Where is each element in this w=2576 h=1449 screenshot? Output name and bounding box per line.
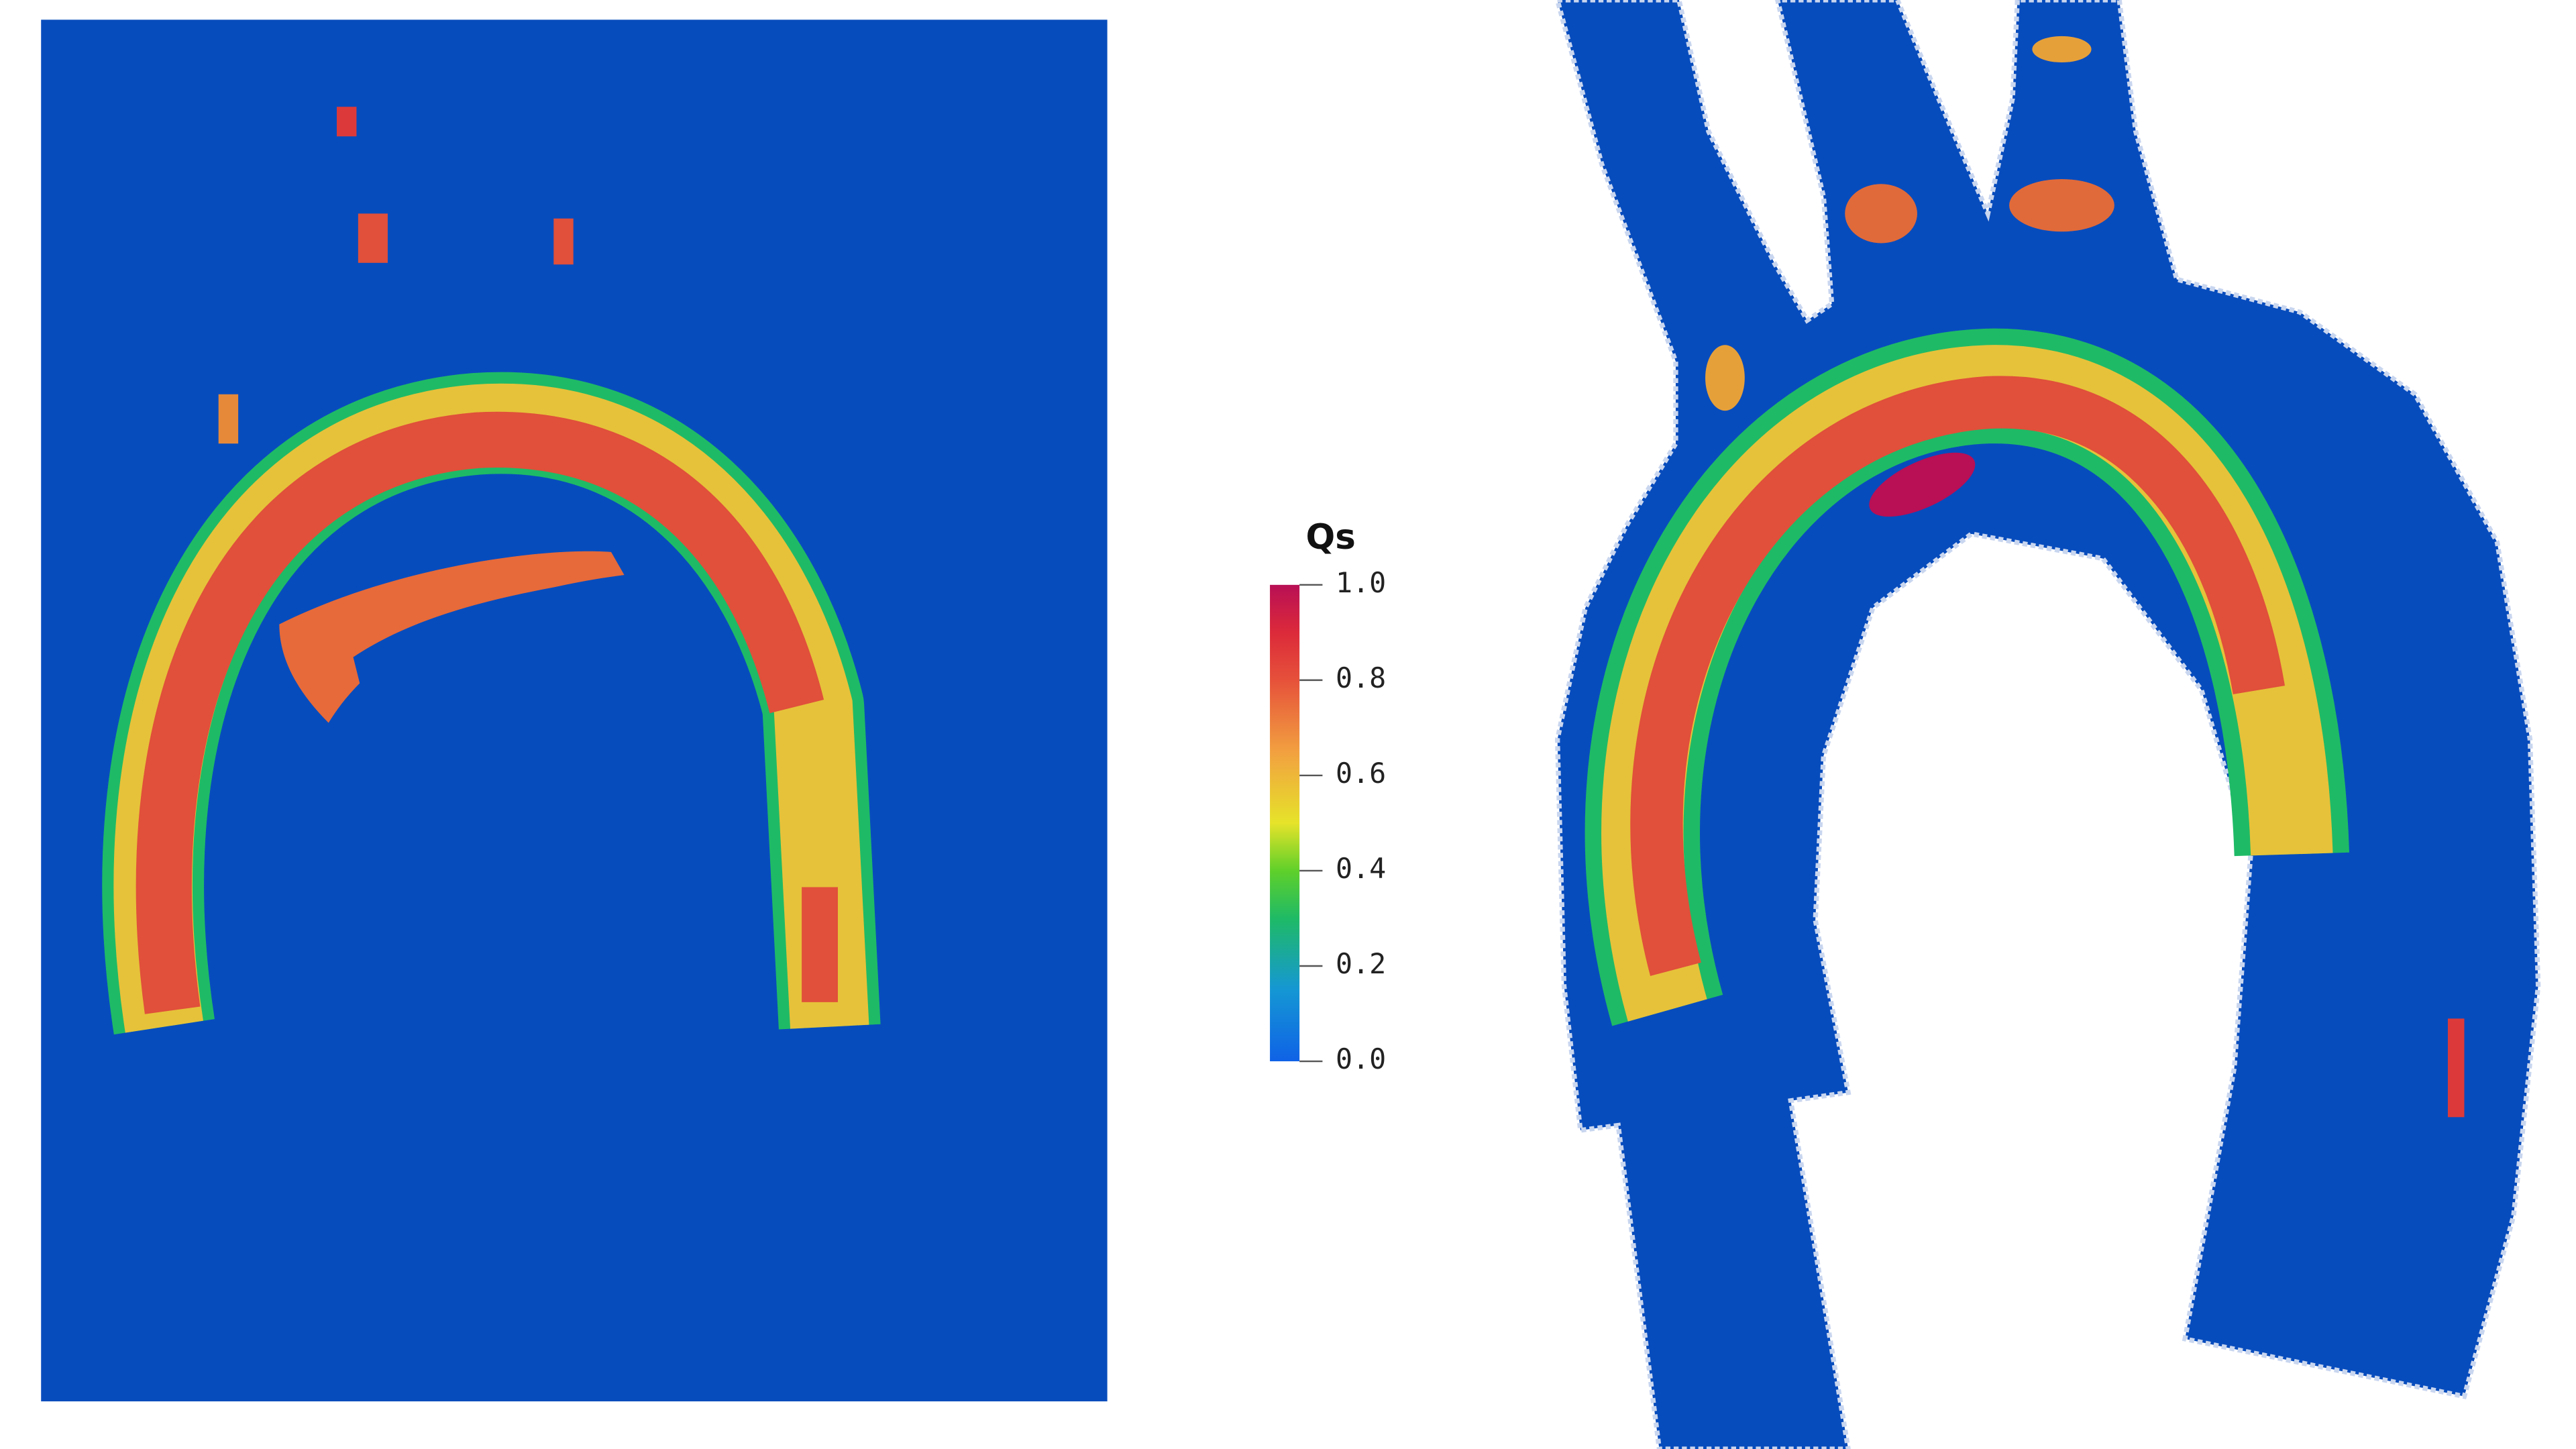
left-field (41, 19, 1108, 1401)
colorbar-tick-label: 0.4 (1336, 852, 1386, 885)
colorbar-tick-label: 0.8 (1336, 661, 1386, 694)
colorbar-tick-label: 0.0 (1336, 1042, 1386, 1075)
right-field (1554, 0, 2541, 1449)
colorbar-tick-label: 0.2 (1336, 947, 1386, 980)
colorbar: Qs 1.0 0.8 0.6 0.4 0.2 0.0 (1270, 517, 1386, 1075)
colorbar-tick-label: 0.6 (1336, 757, 1386, 790)
colorbar-tick-label: 1.0 (1336, 566, 1386, 599)
colorbar-title: Qs (1306, 517, 1356, 557)
colorbar-gradient (1270, 584, 1300, 1062)
